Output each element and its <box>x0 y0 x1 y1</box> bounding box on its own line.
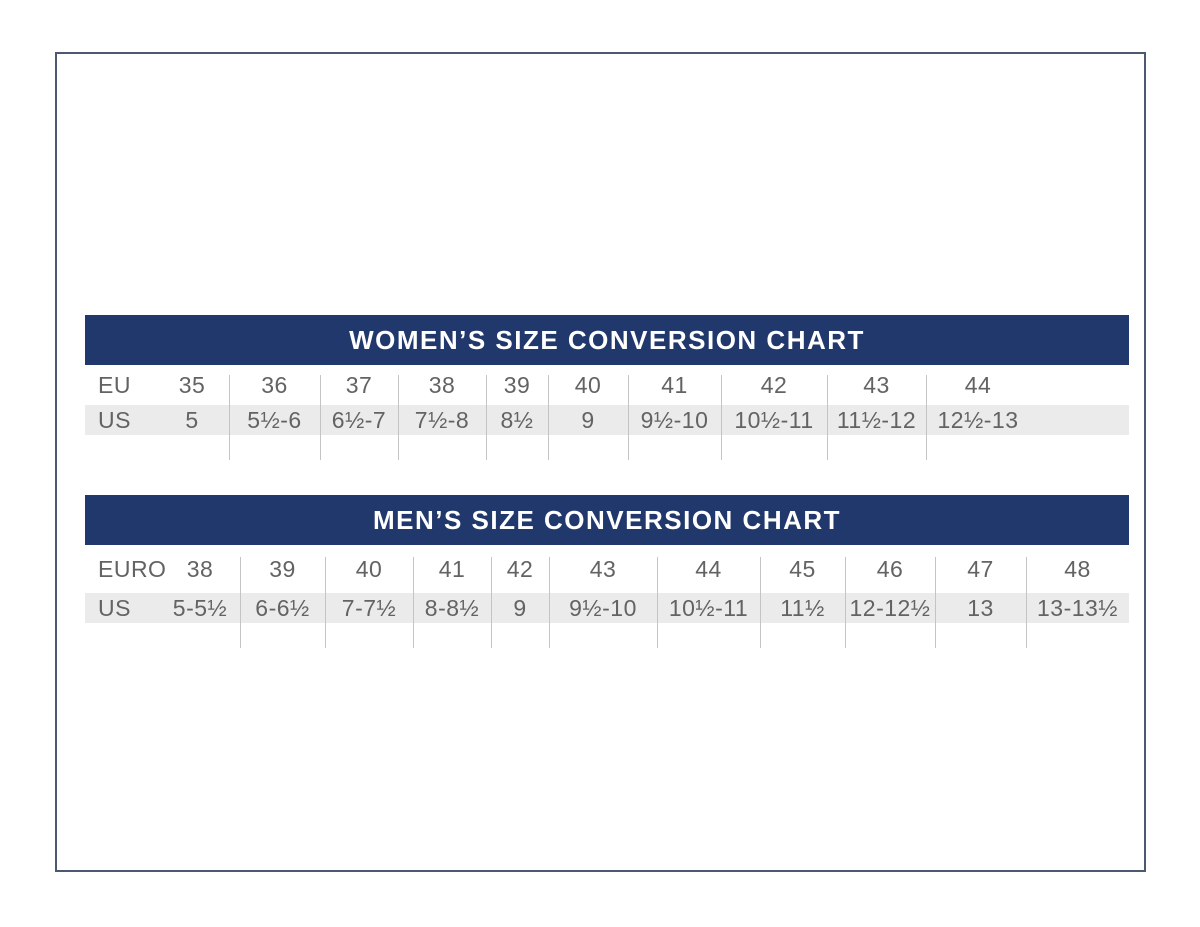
womens-us-size-cell: 6½-7 <box>331 406 387 433</box>
womens-us-size-cell: 5½-6 <box>247 406 302 433</box>
mens-euro-size-cell: 47 <box>967 555 994 582</box>
mens-us-row: US 5-5½ 6-6½ 7-7½ 8-8½ 9 9½-10 10½-11 11… <box>85 593 1129 623</box>
womens-eu-size-cell: 35 <box>178 371 206 398</box>
mens-euro-size-cell: 41 <box>438 555 466 582</box>
column-separator <box>486 375 487 460</box>
column-separator <box>413 557 414 648</box>
mens-chart-body: EURO 38 39 40 41 42 43 44 45 46 47 48 US… <box>85 545 1129 648</box>
mens-us-size-cell: 10½-11 <box>668 594 749 621</box>
womens-chart-body: EU 35 36 37 38 39 40 41 42 43 44 US 5 5½… <box>85 365 1129 460</box>
womens-us-size-cell: 10½-11 <box>734 406 814 433</box>
womens-eu-size-cell: 37 <box>345 371 373 398</box>
filler-cell <box>1030 405 1129 435</box>
mens-euro-size-cell: 40 <box>355 555 383 582</box>
column-separator <box>549 557 550 648</box>
womens-us-size-cell: 9 <box>581 406 595 433</box>
mens-euro-size-cell: 43 <box>589 555 617 582</box>
mens-euro-size-cell: 45 <box>789 555 816 582</box>
column-separator <box>926 375 927 460</box>
column-separator <box>398 375 399 460</box>
womens-eu-row-label: EU <box>98 371 131 398</box>
mens-chart-title-bar: MEN’S SIZE CONVERSION CHART <box>85 495 1129 545</box>
mens-us-size-cell: 13-13½ <box>1036 594 1118 621</box>
column-separator <box>827 375 828 460</box>
column-separator <box>721 375 722 460</box>
mens-us-row-label: US <box>98 594 131 621</box>
womens-size-chart: WOMEN’S SIZE CONVERSION CHART EU 35 36 3… <box>85 315 1129 460</box>
mens-euro-size-cell: 42 <box>506 555 534 582</box>
womens-us-size-cell: 5 <box>185 406 199 433</box>
womens-us-size-cell: 12½-13 <box>937 406 1019 433</box>
column-separator <box>1026 557 1027 648</box>
womens-chart-title-bar: WOMEN’S SIZE CONVERSION CHART <box>85 315 1129 365</box>
column-separator <box>325 557 326 648</box>
womens-eu-row: EU 35 36 37 38 39 40 41 42 43 44 <box>85 365 1129 405</box>
womens-eu-size-cell: 38 <box>428 371 456 398</box>
page-border <box>55 52 1146 872</box>
womens-chart-title: WOMEN’S SIZE CONVERSION CHART <box>349 324 865 355</box>
column-separator <box>845 557 846 648</box>
womens-eu-size-cell: 40 <box>574 371 602 398</box>
womens-us-size-cell: 7½-8 <box>414 406 470 433</box>
mens-us-size-cell: 7-7½ <box>341 594 397 621</box>
mens-euro-row: EURO 38 39 40 41 42 43 44 45 46 47 48 <box>85 545 1129 593</box>
column-separator <box>240 557 241 648</box>
mens-euro-size-cell: 48 <box>1064 555 1091 582</box>
womens-us-row: US 5 5½-6 6½-7 7½-8 8½ 9 9½-10 10½-11 11… <box>85 405 1129 435</box>
mens-us-size-cell: 13 <box>967 594 994 621</box>
womens-eu-size-cell: 36 <box>261 371 288 398</box>
mens-us-size-cell: 8-8½ <box>424 594 480 621</box>
womens-us-size-cell: 9½-10 <box>640 406 709 433</box>
column-separator <box>320 375 321 460</box>
column-separator <box>760 557 761 648</box>
mens-us-size-cell: 6-6½ <box>255 594 310 621</box>
column-separator <box>935 557 936 648</box>
womens-us-size-cell: 11½-12 <box>836 406 917 433</box>
column-separator <box>628 375 629 460</box>
mens-us-size-cell: 11½ <box>780 594 825 621</box>
mens-us-size-cell: 9½-10 <box>569 594 637 621</box>
womens-us-size-cell: 8½ <box>500 406 534 433</box>
mens-us-size-cell: 9 <box>513 594 527 621</box>
mens-euro-size-cell: 38 <box>186 555 214 582</box>
womens-eu-size-cell: 42 <box>760 371 788 398</box>
column-separator <box>657 557 658 648</box>
filler-cell <box>1030 365 1129 405</box>
mens-euro-size-cell: 46 <box>876 555 904 582</box>
mens-euro-size-cell: 39 <box>269 555 296 582</box>
womens-eu-size-cell: 41 <box>661 371 688 398</box>
womens-eu-size-cell: 43 <box>863 371 890 398</box>
mens-euro-size-cell: 44 <box>695 555 722 582</box>
womens-eu-size-cell: 39 <box>503 371 531 398</box>
mens-us-size-cell: 12-12½ <box>849 594 931 621</box>
column-separator <box>548 375 549 460</box>
mens-us-size-cell: 5-5½ <box>172 594 228 621</box>
column-separator <box>229 375 230 460</box>
womens-us-row-label: US <box>98 406 131 433</box>
womens-eu-size-cell: 44 <box>964 371 992 398</box>
column-separator <box>491 557 492 648</box>
mens-size-chart: MEN’S SIZE CONVERSION CHART EURO 38 39 4… <box>85 495 1129 648</box>
mens-euro-row-label: EURO <box>98 555 167 582</box>
mens-chart-title: MEN’S SIZE CONVERSION CHART <box>372 504 842 535</box>
